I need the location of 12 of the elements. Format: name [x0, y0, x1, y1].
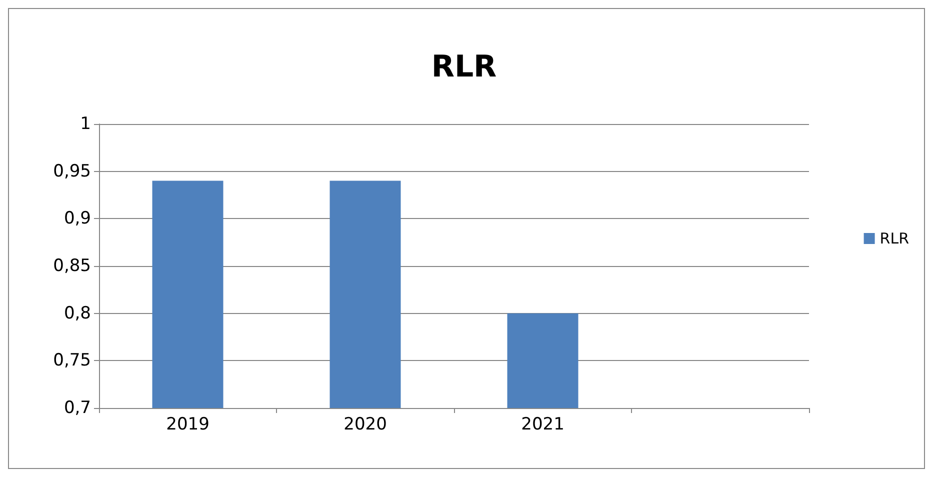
legend-label: RLR: [880, 230, 909, 248]
y-tick-label: 0,7: [64, 398, 91, 418]
y-tick-label: 0,75: [53, 350, 91, 371]
x-tick-label: 2021: [521, 414, 564, 434]
chart-title: RLR: [431, 50, 497, 84]
x-tick-label: 2020: [344, 414, 387, 434]
y-tick-label: 0,9: [64, 208, 91, 229]
y-tick-label: 0,95: [53, 161, 91, 182]
y-tick-label: 0,85: [53, 256, 91, 276]
x-tick-label: 2019: [166, 414, 210, 434]
y-tick-label: 1: [80, 114, 91, 134]
y-tick-label: 0,8: [64, 303, 91, 324]
